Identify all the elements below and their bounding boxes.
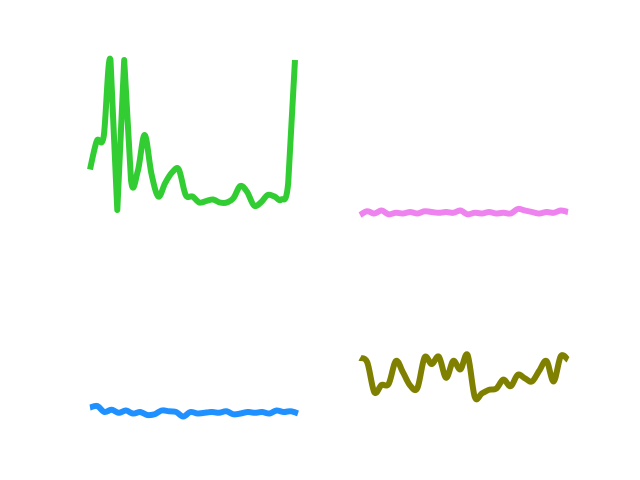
series-line-4 [358,351,570,403]
chart-panel-top-right [358,205,569,218]
chart-panel-bottom-left [89,402,300,420]
chart-panel-bottom-right [358,351,570,403]
series-line-3 [89,402,300,420]
chart-panel-top-left [87,55,298,213]
series-line-1 [87,55,298,213]
series-line-2 [358,205,569,218]
